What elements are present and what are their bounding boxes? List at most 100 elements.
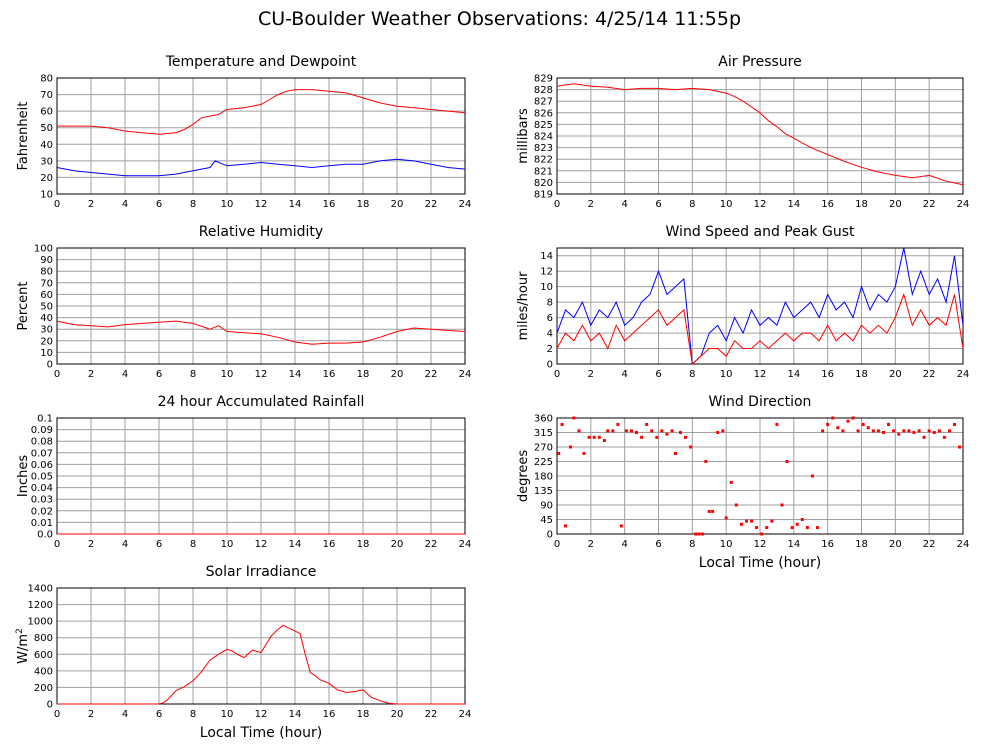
- data-point: [841, 429, 845, 433]
- y-tick-label: 90: [540, 501, 553, 512]
- x-tick-label: 0: [54, 199, 60, 210]
- x-tick-label: 0: [54, 709, 60, 720]
- x-tick-label: 14: [787, 199, 800, 210]
- chart-title: Solar Irradiance: [206, 564, 317, 580]
- x-tick-label: 6: [655, 539, 661, 550]
- data-point: [650, 429, 654, 433]
- data-point: [810, 474, 814, 478]
- x-tick-label: 6: [156, 369, 162, 380]
- data-point: [629, 429, 633, 433]
- chart-title: 24 hour Accumulated Rainfall: [158, 394, 365, 410]
- y-tick-label: 12: [540, 267, 553, 278]
- y-tick-label: 0.03: [31, 495, 53, 506]
- data-point: [760, 532, 764, 536]
- data-point: [881, 431, 885, 434]
- x-tick-label: 10: [720, 369, 733, 380]
- y-tick-label: 70: [40, 90, 53, 101]
- data-point: [795, 522, 799, 526]
- series-line-0: [56, 320, 466, 345]
- data-point: [673, 451, 677, 455]
- data-point: [750, 519, 754, 523]
- data-point: [755, 526, 759, 530]
- x-tick-label: 24: [957, 199, 970, 210]
- x-axis-label: Local Time (hour): [200, 725, 322, 741]
- chart-title: Wind Speed and Peak Gust: [666, 224, 855, 240]
- chart-title: Air Pressure: [718, 54, 801, 70]
- x-tick-label: 2: [588, 539, 594, 550]
- x-tick-label: 20: [391, 539, 404, 550]
- series-line-1: [556, 292, 964, 365]
- data-point: [922, 435, 926, 439]
- data-point: [887, 422, 891, 426]
- data-point: [831, 416, 835, 420]
- data-point: [871, 429, 875, 433]
- x-tick-label: 14: [787, 369, 800, 380]
- x-tick-label: 4: [621, 199, 627, 210]
- data-point: [665, 432, 669, 436]
- data-point: [560, 422, 564, 426]
- data-point: [678, 431, 682, 434]
- data-point: [592, 435, 596, 439]
- data-point: [734, 503, 738, 507]
- data-point: [645, 422, 649, 426]
- x-tick-label: 24: [957, 369, 970, 380]
- x-tick-label: 16: [323, 199, 336, 210]
- x-tick-label: 14: [289, 369, 302, 380]
- y-tick-label: 100: [34, 244, 53, 255]
- x-tick-label: 2: [588, 199, 594, 210]
- y-axis-label: millibars: [516, 108, 531, 164]
- data-point: [729, 480, 733, 484]
- x-tick-label: 10: [221, 199, 234, 210]
- data-point: [721, 429, 725, 433]
- y-tick-label: 0.0: [37, 530, 53, 541]
- data-point: [619, 524, 623, 528]
- x-tick-label: 22: [425, 539, 438, 550]
- x-tick-label: 22: [425, 199, 438, 210]
- x-tick-label: 10: [221, 539, 234, 550]
- y-tick-label: 0.06: [31, 460, 53, 471]
- x-tick-label: 18: [357, 709, 370, 720]
- x-tick-label: 0: [554, 539, 560, 550]
- y-tick-label: 819: [534, 190, 553, 201]
- x-tick-label: 22: [425, 709, 438, 720]
- data-point: [655, 435, 659, 439]
- y-tick-label: 10: [40, 190, 53, 201]
- data-point: [597, 435, 601, 439]
- page-title: CU-Boulder Weather Observations: 4/25/14…: [257, 8, 742, 30]
- y-tick-label: 8: [547, 298, 553, 309]
- data-point: [816, 526, 820, 530]
- y-tick-label: 0: [47, 700, 53, 711]
- data-point: [851, 416, 855, 420]
- x-tick-label: 18: [855, 199, 868, 210]
- x-tick-label: 22: [923, 369, 936, 380]
- chart-title: Wind Direction: [709, 394, 812, 410]
- y-axis-label: degrees: [516, 450, 531, 503]
- data-point: [624, 429, 628, 433]
- y-tick-label: 800: [34, 633, 53, 644]
- x-tick-label: 14: [289, 709, 302, 720]
- data-point: [902, 429, 906, 433]
- plot-frame: [556, 417, 964, 535]
- y-tick-label: 822: [534, 155, 553, 166]
- data-point: [770, 519, 774, 523]
- y-tick-label: 200: [34, 683, 53, 694]
- x-tick-label: 18: [357, 369, 370, 380]
- y-tick-label: 315: [534, 428, 553, 439]
- x-tick-label: 4: [621, 369, 627, 380]
- y-tick-label: 0.08: [31, 437, 53, 448]
- x-tick-label: 16: [323, 709, 336, 720]
- data-point: [780, 503, 784, 507]
- x-tick-label: 0: [554, 369, 560, 380]
- y-tick-label: 0.05: [31, 472, 53, 483]
- series-line-0: [556, 247, 964, 366]
- x-tick-label: 24: [459, 709, 472, 720]
- data-point: [861, 422, 865, 426]
- data-point: [866, 426, 870, 430]
- y-tick-label: 400: [34, 666, 53, 677]
- y-axis-label: miles/hour: [516, 271, 531, 340]
- data-point: [569, 445, 573, 449]
